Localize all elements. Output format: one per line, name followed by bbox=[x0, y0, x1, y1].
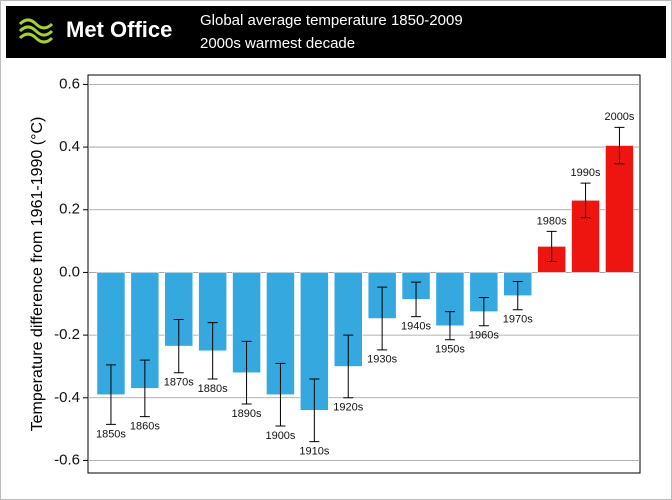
y-tick-label: -0.2 bbox=[54, 326, 80, 343]
decade-label: 1930s bbox=[367, 354, 397, 366]
decade-label: 1940s bbox=[401, 321, 431, 333]
decade-label: 1870s bbox=[164, 377, 194, 389]
decade-label: 1910s bbox=[299, 446, 329, 458]
logo-icon bbox=[18, 18, 54, 44]
error-bar bbox=[275, 362, 286, 427]
error-bar bbox=[343, 334, 354, 399]
plot-frame bbox=[87, 74, 641, 474]
error-bar bbox=[411, 281, 422, 318]
y-tick-label: 0.0 bbox=[59, 263, 80, 280]
decade-label: 2000s bbox=[604, 111, 634, 123]
error-bar bbox=[478, 297, 489, 327]
error-bar bbox=[512, 281, 523, 311]
decade-label: 1960s bbox=[469, 330, 499, 342]
decade-label: 1880s bbox=[198, 383, 228, 395]
chart-title: Global average temperature 1850-2009 bbox=[200, 12, 463, 29]
error-bar bbox=[614, 126, 625, 165]
error-bar bbox=[580, 182, 591, 219]
y-tick-label: 0.4 bbox=[59, 138, 80, 155]
decade-label: 1980s bbox=[537, 215, 567, 227]
error-bar bbox=[444, 311, 455, 341]
error-bar bbox=[241, 340, 252, 405]
y-tick-label: 0.6 bbox=[59, 75, 80, 92]
error-bar bbox=[309, 378, 320, 443]
y-tick-label: -0.4 bbox=[54, 389, 80, 406]
error-bar bbox=[377, 286, 388, 351]
header-band bbox=[6, 6, 666, 58]
decade-label: 1890s bbox=[232, 408, 262, 420]
y-tick-label: 0.2 bbox=[59, 201, 80, 218]
bar bbox=[605, 145, 634, 273]
error-bar bbox=[139, 359, 150, 418]
decade-label: 1990s bbox=[571, 167, 601, 179]
error-bar bbox=[546, 230, 557, 262]
y-axis-label: Temperature difference from 1961-1990 (°… bbox=[29, 117, 46, 432]
y-tick-label: -0.6 bbox=[54, 451, 80, 468]
brand: Met Office bbox=[66, 17, 172, 42]
decade-label: 1900s bbox=[265, 430, 295, 442]
decade-label: 1970s bbox=[503, 314, 533, 326]
decade-label: 1920s bbox=[333, 402, 363, 414]
error-bar bbox=[207, 322, 218, 380]
error-bar bbox=[173, 318, 184, 374]
chart-subtitle: 2000s warmest decade bbox=[200, 35, 355, 52]
decade-label: 1860s bbox=[130, 420, 160, 432]
error-bar bbox=[105, 364, 116, 425]
decade-label: 1850s bbox=[96, 428, 126, 440]
decade-label: 1950s bbox=[435, 344, 465, 356]
